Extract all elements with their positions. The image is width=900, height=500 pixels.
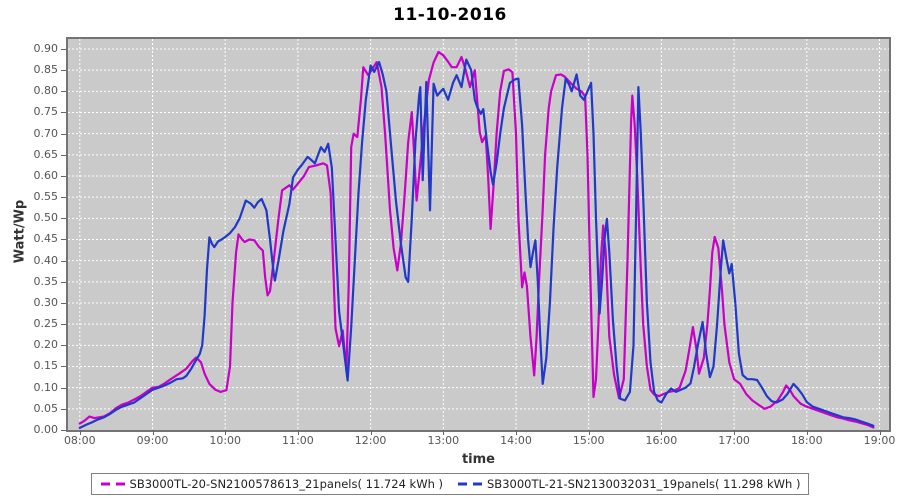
y-tick-label: 0.75 xyxy=(33,105,59,119)
x-tick-label: 18:00 xyxy=(790,434,823,447)
plot-svg xyxy=(68,39,889,430)
x-tick-mark xyxy=(879,430,881,435)
x-tick-mark xyxy=(370,430,372,435)
y-tick-mark xyxy=(61,154,66,156)
y-tick-mark xyxy=(61,408,66,410)
y-tick-label: 0.10 xyxy=(33,380,59,394)
x-tick-label: 17:00 xyxy=(718,434,750,447)
series-line-0 xyxy=(78,50,875,429)
y-tick-mark xyxy=(61,281,66,283)
y-tick-mark xyxy=(61,48,66,50)
y-tick-label: 0.40 xyxy=(33,253,59,267)
y-tick-mark xyxy=(61,239,66,241)
y-tick-label: 0.80 xyxy=(33,84,59,98)
legend-line-swatch xyxy=(458,482,482,486)
legend-wrap: SB3000TL-20-SN2100578613_21panels( 11.72… xyxy=(0,473,900,497)
x-tick-label: 09:00 xyxy=(136,434,169,447)
y-tick-mark xyxy=(61,133,66,135)
y-tick-mark xyxy=(61,197,66,199)
x-tick-mark xyxy=(516,430,517,435)
y-axis-label: Watt/Wp xyxy=(12,199,28,264)
y-tick-mark xyxy=(61,387,66,389)
x-tick-mark xyxy=(734,430,736,435)
y-tick-label: 0.20 xyxy=(33,338,59,352)
y-tick-label: 0.60 xyxy=(33,168,59,182)
y-tick-mark xyxy=(61,302,66,304)
legend-line-swatch xyxy=(100,482,125,486)
x-tick-mark xyxy=(588,430,590,435)
y-tick-label: 0.55 xyxy=(33,190,59,204)
x-tick-label: 15:00 xyxy=(572,434,605,447)
y-tick-label: 0.00 xyxy=(33,423,59,436)
x-tick-label: 12:00 xyxy=(354,434,387,447)
plot-area xyxy=(66,37,891,432)
y-tick-label: 0.70 xyxy=(33,126,59,140)
x-tick-mark xyxy=(152,430,154,435)
legend-item-1: SB3000TL-21-SN2130032031_19panels( 11.29… xyxy=(457,477,800,491)
chart-title: 11-10-2016 xyxy=(393,5,507,25)
y-tick-label: 0.35 xyxy=(33,274,59,288)
legend-label: SB3000TL-20-SN2100578613_21panels( 11.72… xyxy=(129,477,443,491)
x-axis-label: time xyxy=(461,452,496,467)
x-tick-label: 16:00 xyxy=(645,434,678,447)
x-tick-label: 11:00 xyxy=(282,434,314,447)
y-tick-label: 0.30 xyxy=(33,295,59,309)
legend: SB3000TL-20-SN2100578613_21panels( 11.72… xyxy=(90,473,810,495)
x-tick-label: 14:00 xyxy=(500,434,532,447)
y-tick-mark xyxy=(61,175,66,177)
y-tick-mark xyxy=(61,324,66,326)
y-tick-label: 0.85 xyxy=(33,63,59,77)
x-tick-mark xyxy=(225,430,227,435)
y-tick-label: 0.90 xyxy=(33,41,59,55)
x-tick-mark xyxy=(443,430,445,435)
y-tick-label: 0.25 xyxy=(33,317,59,331)
legend-label: SB3000TL-21-SN2130032031_19panels( 11.29… xyxy=(487,477,801,491)
y-tick-mark xyxy=(61,260,66,262)
legend-item-0: SB3000TL-20-SN2100578613_21panels( 11.72… xyxy=(100,477,443,491)
y-tick-label: 0.05 xyxy=(33,401,59,415)
y-tick-mark xyxy=(61,345,66,347)
x-tick-mark xyxy=(661,430,663,435)
x-tick-mark xyxy=(297,430,299,435)
y-tick-label: 0.45 xyxy=(33,232,59,246)
x-tick-label: 13:00 xyxy=(427,434,460,447)
y-tick-mark xyxy=(61,218,66,220)
series-line-1 xyxy=(78,58,875,429)
y-tick-mark xyxy=(61,430,66,431)
x-tick-label: 08:00 xyxy=(63,434,96,447)
y-tick-mark xyxy=(61,112,66,114)
y-tick-mark xyxy=(61,70,66,72)
x-tick-mark xyxy=(79,430,81,435)
x-tick-label: 10:00 xyxy=(209,434,242,447)
y-tick-label: 0.65 xyxy=(33,147,59,161)
y-tick-mark xyxy=(61,366,66,368)
x-tick-label: 19:00 xyxy=(863,434,896,447)
y-tick-label: 0.15 xyxy=(33,359,59,373)
y-tick-mark xyxy=(61,91,66,93)
x-tick-mark xyxy=(806,430,808,435)
y-tick-label: 0.50 xyxy=(33,211,59,225)
